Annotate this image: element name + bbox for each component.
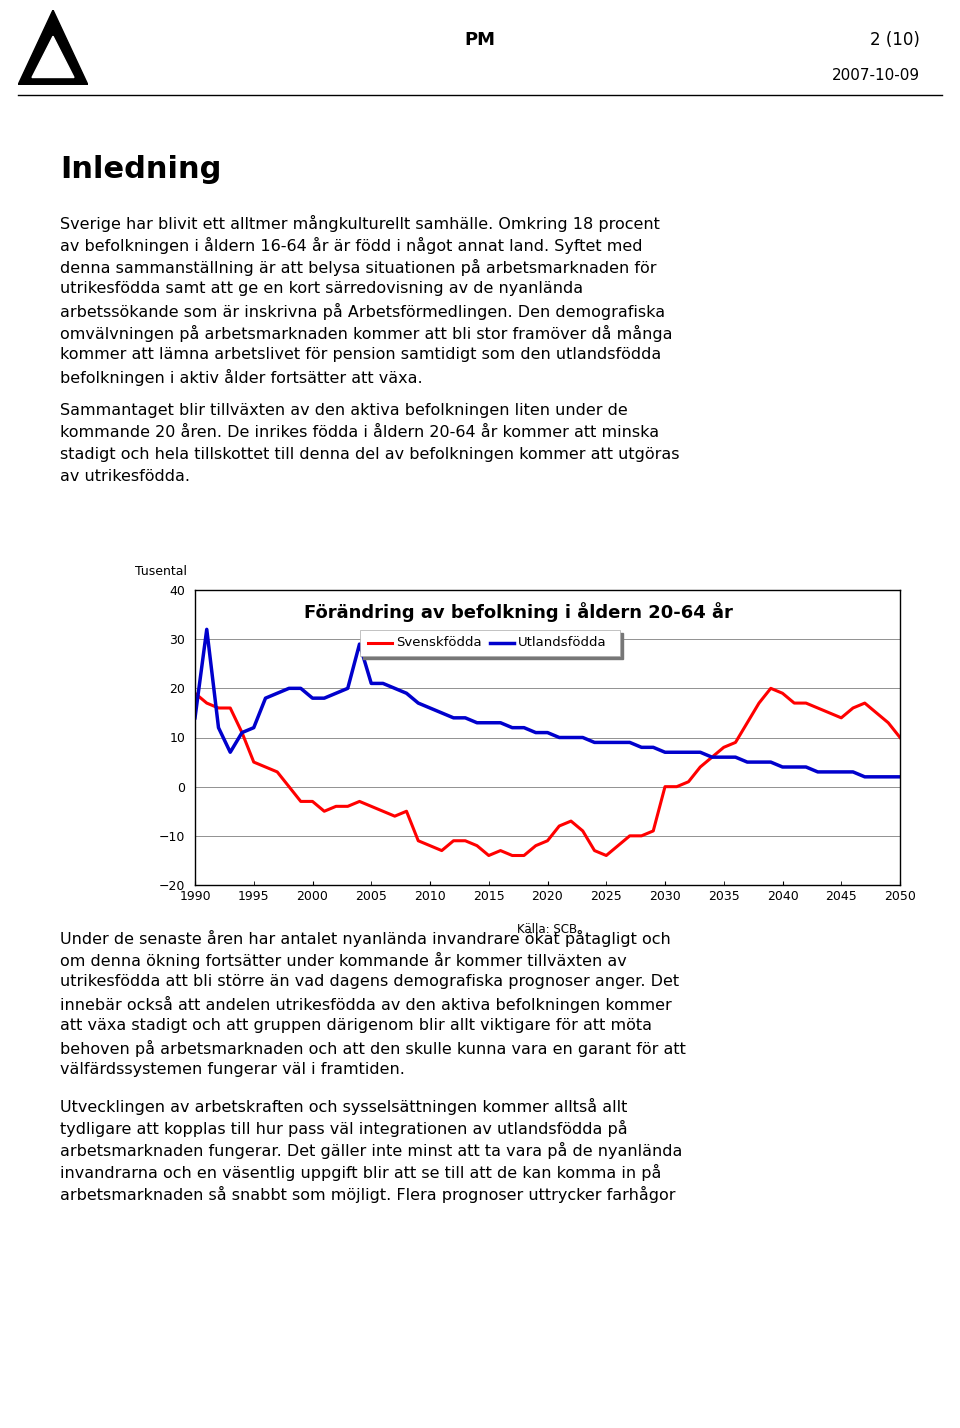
Text: Utvecklingen av arbetskraften och sysselsättningen kommer alltså allt: Utvecklingen av arbetskraften och syssel… [60,1098,628,1115]
Text: av befolkningen i åldern 16-64 år är född i något annat land. Syftet med: av befolkningen i åldern 16-64 år är föd… [60,237,642,254]
Text: Källa: SCB: Källa: SCB [517,924,578,937]
Text: arbetssökande som är inskrivna på Arbetsförmedlingen. Den demografiska: arbetssökande som är inskrivna på Arbets… [60,303,665,320]
Text: välfärdssystemen fungerar väl i framtiden.: välfärdssystemen fungerar väl i framtide… [60,1062,405,1077]
Text: invandrarna och en väsentlig uppgift blir att se till att de kan komma in på: invandrarna och en väsentlig uppgift bli… [60,1164,661,1181]
Text: Förändring av befolkning i åldern 20-64 år: Förändring av befolkning i åldern 20-64 … [304,603,732,623]
Text: utrikesfödda samt att ge en kort särredovisning av de nyanlända: utrikesfödda samt att ge en kort särredo… [60,281,583,296]
Text: tydligare att kopplas till hur pass väl integrationen av utlandsfödda på: tydligare att kopplas till hur pass väl … [60,1120,628,1137]
Text: arbetsmarknaden fungerar. Det gäller inte minst att ta vara på de nyanlända: arbetsmarknaden fungerar. Det gäller int… [60,1142,683,1160]
Text: 2 (10): 2 (10) [870,31,920,49]
Text: PM: PM [465,31,495,49]
Text: behoven på arbetsmarknaden och att den skulle kunna vara en garant för att: behoven på arbetsmarknaden och att den s… [60,1040,685,1057]
Text: denna sammanställning är att belysa situationen på arbetsmarknaden för: denna sammanställning är att belysa situ… [60,258,657,276]
Text: kommande 20 åren. De inrikes födda i åldern 20-64 år kommer att minska: kommande 20 åren. De inrikes födda i åld… [60,426,660,440]
Text: Sammantaget blir tillväxten av den aktiva befolkningen liten under de: Sammantaget blir tillväxten av den aktiv… [60,403,628,418]
Text: 2007-10-09: 2007-10-09 [832,67,920,83]
Text: att växa stadigt och att gruppen därigenom blir allt viktigare för att möta: att växa stadigt och att gruppen därigen… [60,1018,652,1032]
Text: Svenskfödda: Svenskfödda [396,637,482,650]
Text: Inledning: Inledning [60,156,222,184]
Text: stadigt och hela tillskottet till denna del av befolkningen kommer att utgöras: stadigt och hela tillskottet till denna … [60,447,680,463]
Text: omvälvningen på arbetsmarknaden kommer att bli stor framöver då många: omvälvningen på arbetsmarknaden kommer a… [60,326,673,343]
Text: Sverige har blivit ett alltmer mångkulturellt samhälle. Omkring 18 procent: Sverige har blivit ett alltmer mångkultu… [60,216,660,231]
Text: Under de senaste åren har antalet nyanlända invandrare ökat påtagligt och: Under de senaste åren har antalet nyanlä… [60,930,671,947]
Text: av utrikesfödda.: av utrikesfödda. [60,468,190,484]
Text: om denna ökning fortsätter under kommande år kommer tillväxten av: om denna ökning fortsätter under kommand… [60,952,627,970]
Text: innebär också att andelen utrikesfödda av den aktiva befolkningen kommer: innebär också att andelen utrikesfödda a… [60,995,672,1012]
Polygon shape [32,36,74,77]
Text: Utlandsfödda: Utlandsfödda [518,637,607,650]
Text: kommer att lämna arbetslivet för pension samtidigt som den utlandsfödda: kommer att lämna arbetslivet för pension… [60,347,661,363]
Text: arbetsmarknaden så snabbt som möjligt. Flera prognoser uttrycker farhågor: arbetsmarknaden så snabbt som möjligt. F… [60,1187,676,1202]
Text: befolkningen i aktiv ålder fortsätter att växa.: befolkningen i aktiv ålder fortsätter at… [60,368,422,386]
Polygon shape [18,10,88,86]
Text: Tusental: Tusental [135,565,187,578]
Text: utrikesfödda att bli större än vad dagens demografiska prognoser anger. Det: utrikesfödda att bli större än vad dagen… [60,974,679,990]
